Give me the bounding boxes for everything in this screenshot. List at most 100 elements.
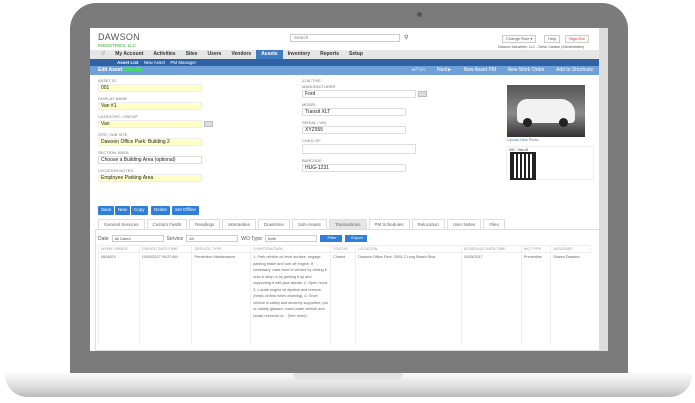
export-button[interactable]: Export <box>345 235 367 242</box>
category-edit-button[interactable] <box>204 121 213 127</box>
change-role-button[interactable]: Change Role ▾ <box>502 35 537 43</box>
serial-label: SERIAL / VIN <box>302 120 327 125</box>
tab-warranties[interactable]: Warranties <box>222 219 256 229</box>
prev-link[interactable]: ◄Prev <box>410 67 426 73</box>
model-label: MODEL <box>302 102 317 107</box>
table-row[interactable]: 0604874 10/05/2017 09:22 AM Preventive M… <box>98 252 591 345</box>
filter-button[interactable]: Filter <box>320 235 342 242</box>
col-create-date[interactable]: CREATE DATE/TIME <box>138 245 193 253</box>
nav-users[interactable]: Users <box>207 51 222 57</box>
serial-field[interactable]: XYZ555 <box>302 126 406 134</box>
cell-create-date: 10/05/2017 09:22 AM <box>138 252 192 345</box>
logo-title: DAWSON <box>98 32 140 42</box>
delete-button[interactable]: Delete <box>151 206 171 215</box>
qr-caption: 001 : Van #1 <box>509 148 529 152</box>
col-service-type[interactable]: SERVICE TYPE <box>191 245 252 253</box>
col-symptom[interactable]: SYMPTOM/TASK <box>250 245 332 253</box>
col-wo-type[interactable]: WO TYPE <box>520 245 552 253</box>
asset-id-label: ASSET ID <box>98 78 117 83</box>
tab-transactions[interactable]: Transactions <box>328 219 367 229</box>
cell-status: Closed <box>330 252 356 345</box>
site-select[interactable]: Dawson Office Park: Building 2 <box>98 138 202 146</box>
col-location[interactable]: LOCATION <box>355 245 462 253</box>
next-link[interactable]: Next► <box>436 67 453 73</box>
date-label: Date <box>98 235 109 242</box>
screen: DAWSON INDUSTRIES, LLC Search ⚲ Change R… <box>90 28 608 351</box>
cell-service-type: Preventive Maintenance <box>191 252 251 345</box>
date-select[interactable]: All Dates <box>111 235 164 242</box>
display-name-label: DISPLAY NAME <box>98 96 128 101</box>
tab-readings[interactable]: Readings <box>189 219 221 229</box>
nav-my-account[interactable]: My Account <box>115 51 144 57</box>
col-status[interactable]: STATUS <box>330 245 357 253</box>
col-schedule-date[interactable]: SCHEDULE DATE/TIME <box>460 245 522 253</box>
active-checkbox[interactable]: ☑ ACTIVE <box>302 78 321 83</box>
location-notes-label: LOCATION NOTES <box>98 168 134 173</box>
new-asset-pm-link[interactable]: New Asset PM <box>463 67 497 73</box>
nav-reports[interactable]: Reports <box>320 51 340 57</box>
tab-pm-schedules[interactable]: PM Schedules <box>368 219 410 229</box>
section-select[interactable]: Choose a Building Area (optional) <box>98 156 202 164</box>
laptop-notch <box>293 373 403 380</box>
subnav-pm-manager[interactable]: PM Manager <box>170 60 197 65</box>
search-input[interactable]: Search <box>290 34 400 42</box>
tab-user-notes[interactable]: User Notes <box>446 219 482 229</box>
service-select[interactable]: All <box>186 235 239 242</box>
new-button[interactable]: New <box>115 206 131 215</box>
nav-assets[interactable]: Assets <box>256 50 283 59</box>
page-scrollbar[interactable] <box>599 28 608 351</box>
nav-vendors[interactable]: Vendors <box>231 51 252 57</box>
subnav-new-asset[interactable]: New Asset <box>143 60 166 65</box>
nav-inventory[interactable]: Inventory <box>287 51 311 57</box>
category-select[interactable]: Van <box>98 120 202 128</box>
transactions-table: WORK ORDER CREATE DATE/TIME SERVICE TYPE… <box>98 245 591 345</box>
tab-custom-fields[interactable]: Custom Fields <box>146 219 188 229</box>
cell-wo-type: Preventive <box>520 252 551 345</box>
user-info: Dawson Industries, LLC - Steve Carlson (… <box>498 45 585 49</box>
category-label: CATEGORY / GROUP <box>98 114 139 119</box>
upload-photo-link[interactable]: Upload New Photo <box>507 138 539 142</box>
search-icon[interactable]: ⚲ <box>404 35 409 41</box>
sign-out-button[interactable]: Sign Out <box>565 35 589 43</box>
add-shortcut-link[interactable]: Add to Shortcuts <box>556 67 593 73</box>
edit-bar: Edit Asset ONLINE ◄Prev Next► New Asset … <box>90 66 603 75</box>
nav-sites[interactable]: Sites <box>185 51 198 57</box>
manufacturer-edit-button[interactable] <box>418 91 427 97</box>
new-work-order-link[interactable]: New Work Order <box>507 67 545 73</box>
asset-photo <box>507 85 585 137</box>
col-work-order[interactable]: WORK ORDER <box>98 245 140 253</box>
save-button[interactable]: Save <box>98 206 115 215</box>
tab-downtime[interactable]: Downtime <box>257 219 290 229</box>
nav-setup[interactable]: Setup <box>349 51 363 57</box>
cell-work-order[interactable]: 0604874 <box>98 252 140 345</box>
wo-type-select[interactable]: Both <box>265 235 317 242</box>
history-icon[interactable]: ↺ <box>101 51 106 57</box>
tab-files[interactable]: Files <box>483 219 505 229</box>
display-name-field[interactable]: Van #1 <box>98 102 202 110</box>
help-button[interactable]: Help <box>544 35 561 43</box>
logo-subtitle: INDUSTRIES, LLC <box>98 43 137 48</box>
child-of-select[interactable] <box>302 144 416 154</box>
barcode-label: BARCODE <box>302 158 322 163</box>
section-label: SECTION: AREA <box>98 150 129 155</box>
asset-id-field[interactable]: 001 <box>98 84 202 92</box>
tab-relocation[interactable]: Relocation <box>411 219 445 229</box>
main-nav: ↺ My Account Activities Sites Users Vend… <box>90 50 608 59</box>
tab-bar: General Services Custom Fields Readings … <box>98 219 507 229</box>
manufacturer-select[interactable]: Ford <box>302 90 416 98</box>
edit-title: Edit Asset <box>98 67 123 73</box>
qr-code <box>510 152 536 180</box>
barcode-field[interactable]: HUG-1231 <box>302 164 406 172</box>
tab-general-services[interactable]: General Services <box>98 219 145 229</box>
cell-assignee: Shawn Dawson <box>550 252 591 345</box>
copy-button[interactable]: Copy <box>131 206 148 215</box>
model-field[interactable]: Transit XLT <box>302 108 406 116</box>
qr-panel: 001 : Van #1 <box>506 146 594 180</box>
nav-activities[interactable]: Activities <box>153 51 176 57</box>
subnav-asset-list[interactable]: Asset List <box>117 60 139 65</box>
tab-sub-assets[interactable]: Sub-Assets <box>291 219 327 229</box>
set-offline-button[interactable]: Set Offline <box>172 206 199 215</box>
col-assignee[interactable]: ASSIGNEE <box>550 245 591 253</box>
wo-type-label: WO Type <box>241 235 262 242</box>
location-notes-field[interactable]: Employee Parking Area <box>98 174 202 182</box>
